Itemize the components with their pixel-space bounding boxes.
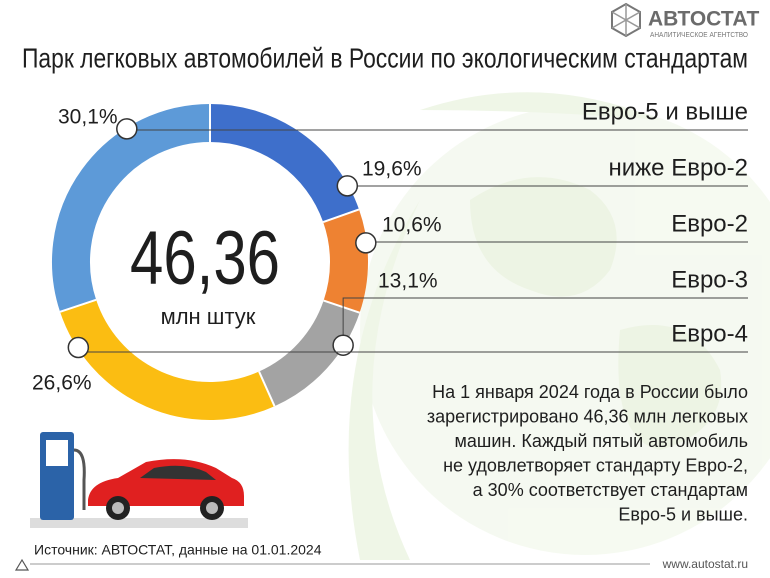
footer-icon xyxy=(14,558,30,571)
legend-label: Евро-3 xyxy=(671,266,748,293)
value-label: 13,1% xyxy=(378,270,438,293)
fuel-pump xyxy=(30,432,248,528)
legend-label: Евро-2 xyxy=(671,210,748,237)
note-line: а 30% соответствует стандартам xyxy=(473,480,748,500)
donut-segment xyxy=(209,104,359,223)
logo: АВТОСТАТ АНАЛИТИЧЕСКОЕ АГЕНТСТВО xyxy=(611,2,759,39)
legend-label: Евро-4 xyxy=(671,320,748,347)
brand-tagline: АНАЛИТИЧЕСКОЕ АГЕНТСТВО xyxy=(650,32,749,39)
segment-separator xyxy=(258,371,276,407)
note-line: не удовлетворяет стандарту Евро-2, xyxy=(443,455,748,475)
note-line: Евро-5 и выше. xyxy=(618,504,748,524)
center-value: 46,36 xyxy=(130,216,280,301)
value-label: 10,6% xyxy=(382,214,442,237)
chart-title: Парк легковых автомобилей в России по эк… xyxy=(22,42,748,73)
legend-label: Евро-5 и выше xyxy=(582,98,748,125)
car xyxy=(88,459,244,520)
legend-label: ниже Евро-2 xyxy=(608,154,748,181)
segment-separator xyxy=(59,298,97,313)
segment-separator xyxy=(323,299,360,314)
url: www.autostat.ru xyxy=(662,557,748,571)
note: На 1 января 2024 года в России было зарег… xyxy=(427,382,748,525)
marker xyxy=(355,232,377,254)
donut-segment xyxy=(258,300,360,407)
donut-segment xyxy=(52,104,211,312)
donut-segment xyxy=(60,299,275,420)
source: Источник: АВТОСТАТ, данные на 01.01.2024 xyxy=(34,542,322,558)
note-line: зарегистрировано 46,36 млн легковых xyxy=(427,406,748,426)
value-label: 26,6% xyxy=(32,372,92,395)
donut: ниже Евро-2 19,6% Евро-2 10,6% Евро-3 13,1% Ев… xyxy=(32,98,748,420)
marker xyxy=(116,118,138,140)
background-earth xyxy=(348,92,770,560)
center-label: млн штук xyxy=(161,304,256,329)
value-label: 19,6% xyxy=(362,158,422,181)
note-line: машин. Каждый пятый автомобиль xyxy=(455,431,748,451)
value-label: 30,1% xyxy=(58,106,118,129)
segment-separator xyxy=(322,208,360,224)
marker xyxy=(67,336,90,359)
donut-segment xyxy=(322,209,368,313)
brand-name: АВТОСТАТ xyxy=(648,8,759,31)
marker xyxy=(336,175,359,197)
note-line: На 1 января 2024 года в России было xyxy=(432,382,748,402)
marker xyxy=(332,334,354,356)
leader-line xyxy=(342,297,748,346)
